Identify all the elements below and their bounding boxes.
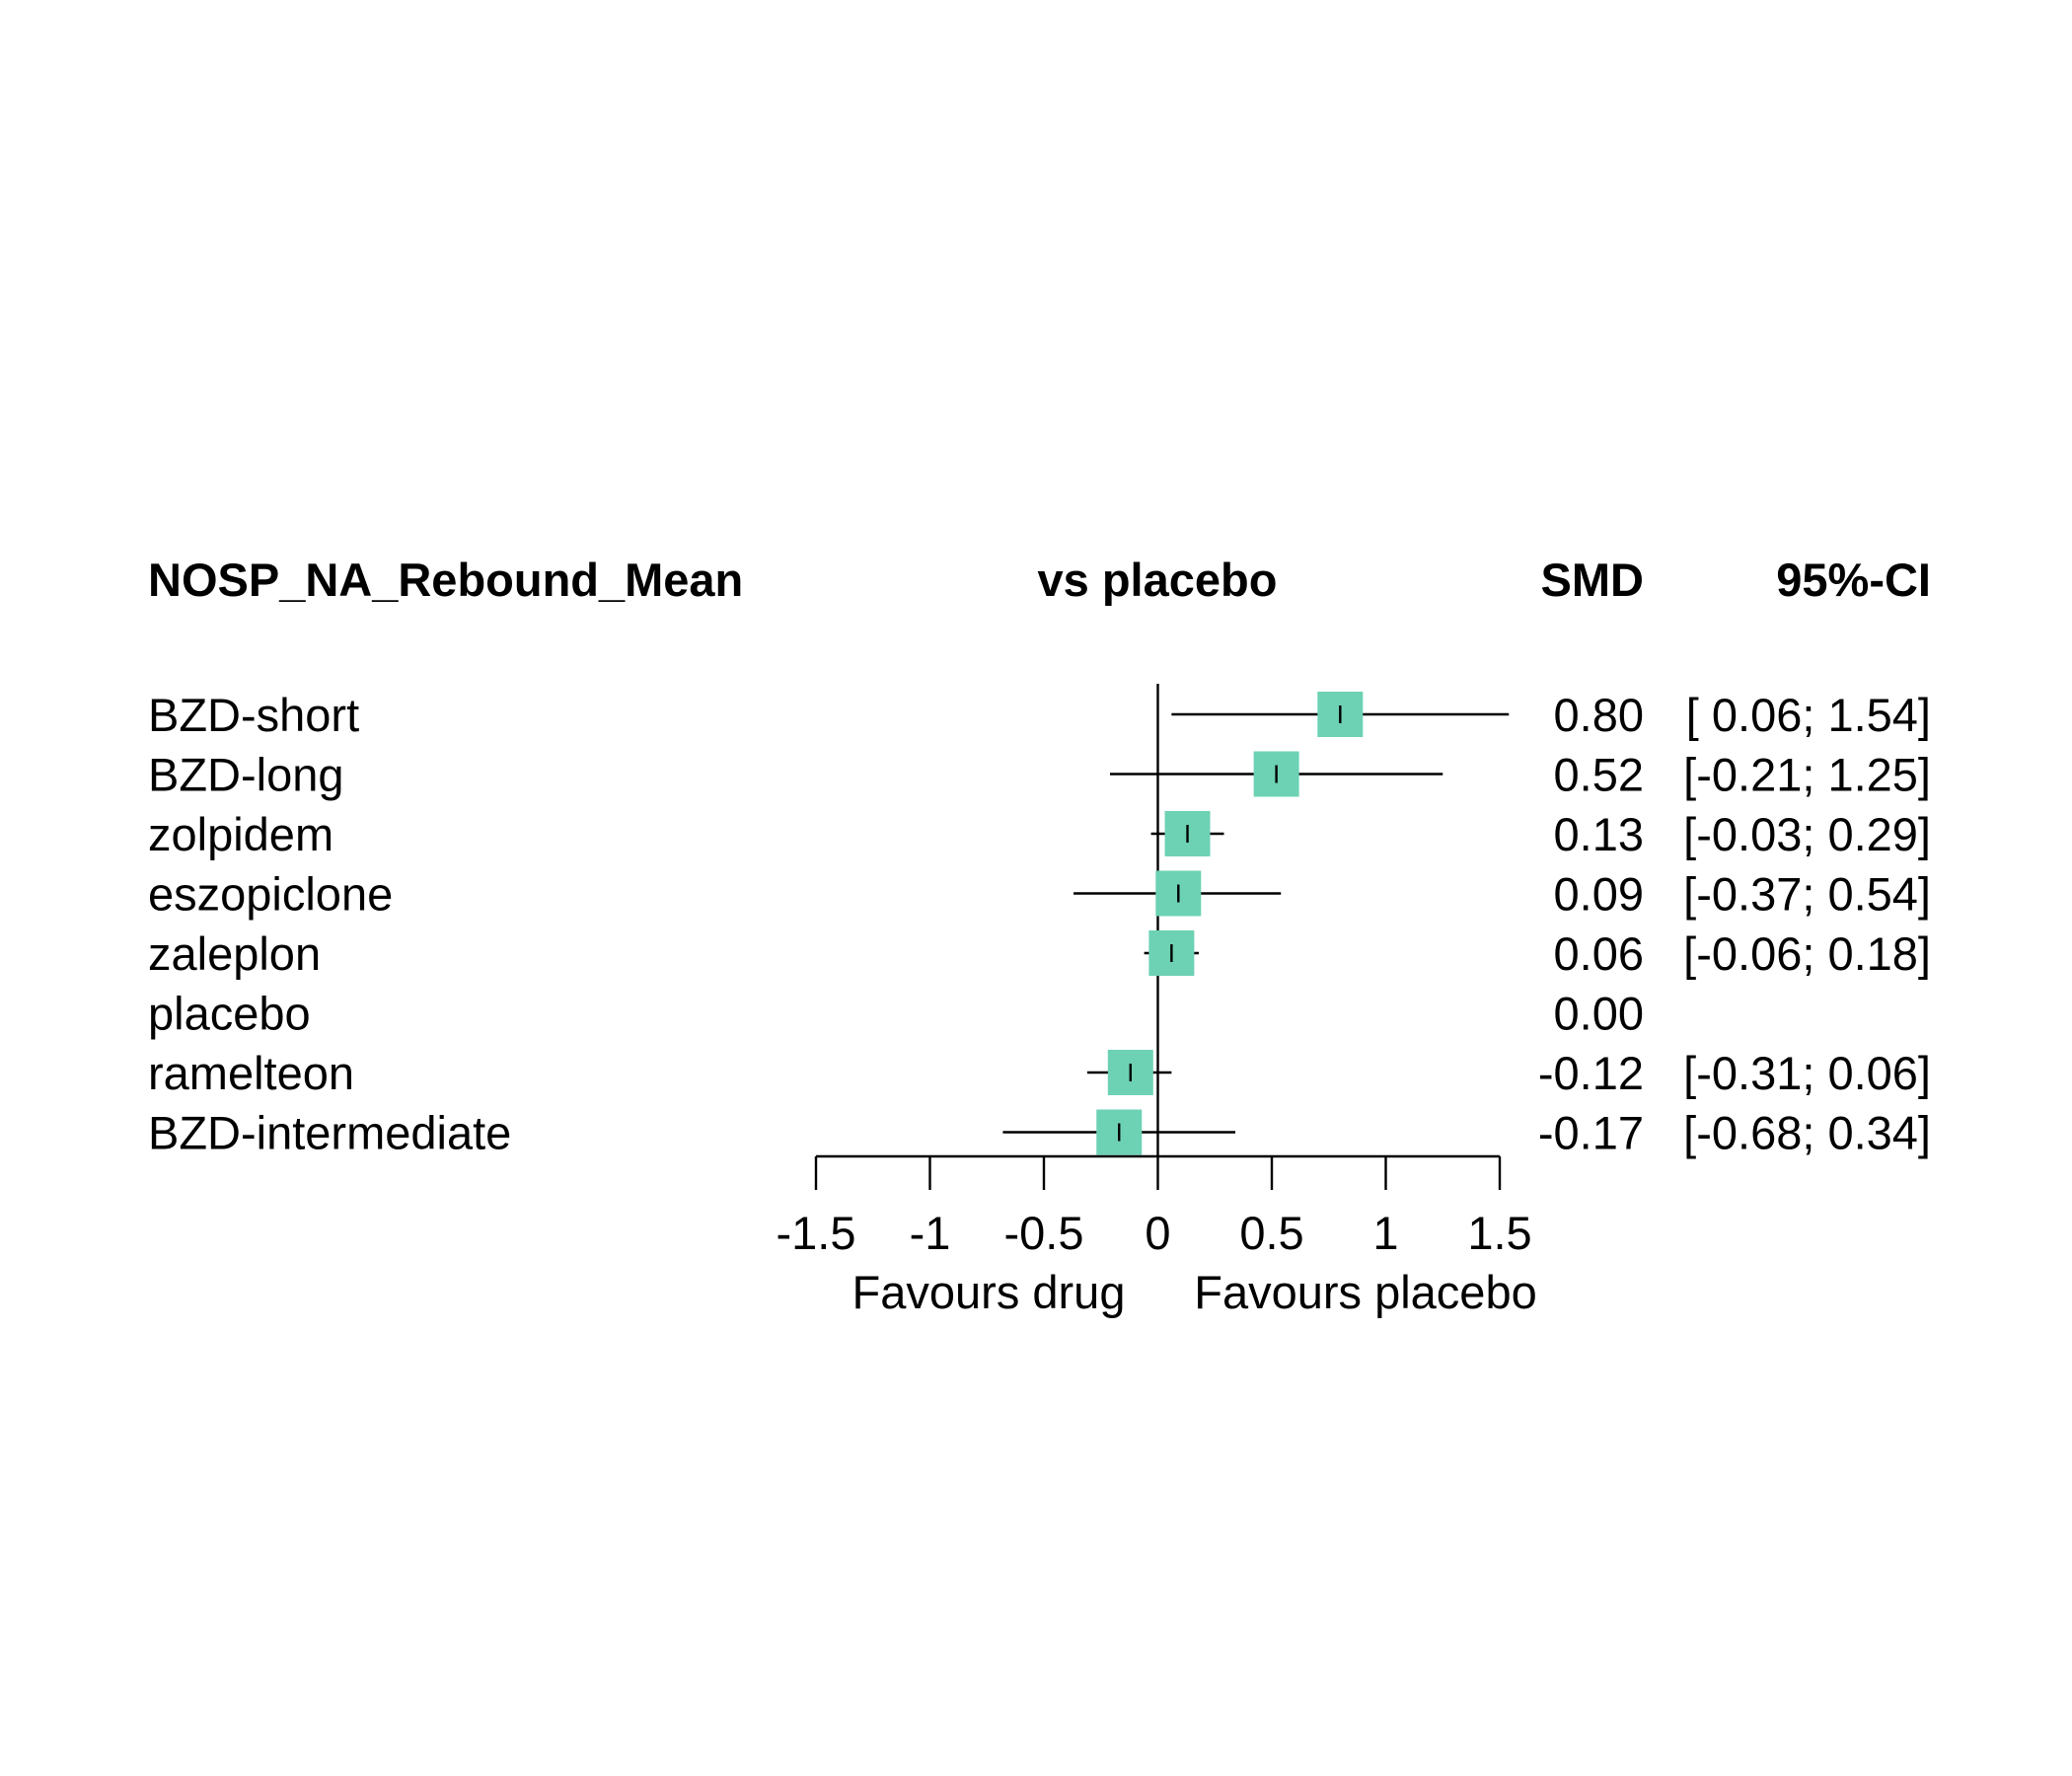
- x-tick-label: -1: [910, 1207, 951, 1259]
- ci-value: [-0.06; 0.18]: [1683, 927, 1931, 980]
- smd-value: -0.12: [1538, 1047, 1644, 1099]
- favours-drug-label: Favours drug: [852, 1266, 1126, 1318]
- x-tick-label: 1.5: [1467, 1207, 1531, 1259]
- ci-value: [-0.37; 0.54]: [1683, 868, 1931, 921]
- treatment-label: BZD-intermediate: [148, 1107, 511, 1159]
- header-comparison: vs placebo: [1038, 554, 1278, 606]
- x-axis: -1.5 -1 -0.5 0 0.5 1 1.5: [777, 1154, 1532, 1259]
- x-tick-label: 1: [1372, 1207, 1398, 1259]
- header-outcome: NOSP_NA_Rebound_Mean: [148, 554, 743, 606]
- ci-value: [-0.03; 0.29]: [1683, 808, 1931, 860]
- ci-value: [ 0.06; 1.54]: [1686, 689, 1931, 741]
- treatment-label: BZD-long: [148, 749, 344, 801]
- smd-value: 0.06: [1554, 927, 1644, 980]
- treatment-label: zaleplon: [148, 927, 321, 980]
- smd-value: -0.17: [1538, 1107, 1644, 1159]
- header-ci: 95%-CI: [1776, 554, 1931, 606]
- treatment-label: ramelteon: [148, 1047, 354, 1099]
- treatment-label: BZD-short: [148, 689, 359, 741]
- x-tick-label: -1.5: [777, 1207, 856, 1259]
- treatment-label: placebo: [148, 988, 311, 1040]
- ci-value: [-0.31; 0.06]: [1683, 1047, 1931, 1099]
- smd-value: 0.09: [1554, 868, 1644, 921]
- header-smd: SMD: [1541, 554, 1644, 606]
- treatment-label: eszopiclone: [148, 868, 393, 921]
- treatment-label: zolpidem: [148, 808, 333, 860]
- favours-placebo-label: Favours placebo: [1194, 1266, 1536, 1318]
- x-tick-label: 0: [1145, 1207, 1170, 1259]
- x-tick-label: -0.5: [1004, 1207, 1084, 1259]
- ci-value: [-0.21; 1.25]: [1683, 749, 1931, 801]
- smd-value: 0.00: [1554, 988, 1644, 1040]
- smd-value: 0.80: [1554, 689, 1644, 741]
- smd-value: 0.13: [1554, 808, 1644, 860]
- forest-rows: BZD-short 0.80 [ 0.06; 1.54] BZD-long 0.52 [-…: [148, 684, 1931, 1159]
- smd-value: 0.52: [1554, 749, 1644, 801]
- ci-value: [-0.68; 0.34]: [1683, 1107, 1931, 1159]
- x-tick-label: 0.5: [1239, 1207, 1303, 1259]
